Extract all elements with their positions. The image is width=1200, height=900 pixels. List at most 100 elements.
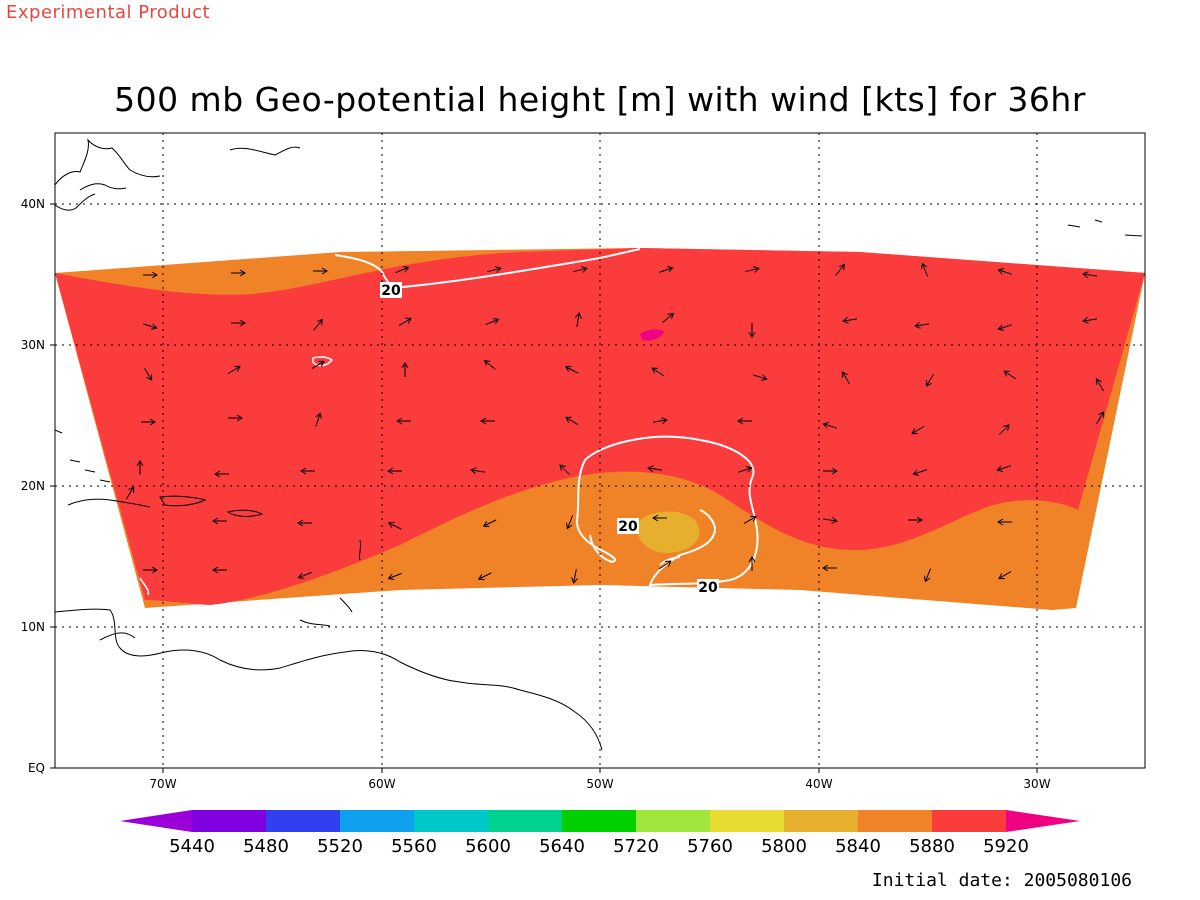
wind-arrow — [911, 425, 925, 435]
wind-arrow — [842, 316, 857, 324]
height-fill-5800 — [637, 511, 700, 553]
colorbar-swatch — [932, 810, 1006, 832]
colorbar-left-arrow — [120, 810, 192, 832]
wind-arrow — [997, 268, 1012, 275]
wind-arrow — [914, 321, 929, 329]
y-axis-labels: EQ 10N 20N 30N 40N — [21, 197, 55, 775]
wind-arrow — [1003, 370, 1017, 380]
wind-vectors — [125, 262, 1105, 584]
height-fill-5880 — [55, 248, 1145, 605]
x-tick-label: 40W — [805, 777, 832, 791]
wind-arrow — [743, 515, 757, 525]
wind-arrow — [738, 466, 753, 473]
colorbar-swatch — [488, 810, 562, 832]
wind-arrow — [920, 262, 929, 277]
wind-arrow — [823, 467, 838, 475]
wind-arrow — [228, 414, 243, 422]
wind-arrow — [923, 568, 932, 583]
x-tick-label: 30W — [1023, 777, 1050, 791]
y-tick-label: 30N — [21, 338, 45, 352]
colorbar-swatch — [636, 810, 710, 832]
wind-arrow — [998, 570, 1012, 580]
wind-arrow — [480, 417, 495, 425]
colorbar: 5440 5480 5520 5560 5600 5640 5720 5760 5800 5840… — [120, 810, 1080, 857]
map-title: 500 mb Geo-potential height [m] with win… — [114, 80, 1086, 119]
wind-arrow — [470, 467, 485, 475]
wind-arrow — [822, 422, 837, 429]
wind-arrow — [748, 323, 756, 338]
wind-arrow — [662, 312, 675, 323]
wind-arrow — [231, 319, 246, 327]
wind-arrow — [311, 360, 325, 370]
colorbar-label: 5840 — [835, 836, 881, 857]
wind-arrow — [651, 367, 665, 377]
wind-arrow — [313, 318, 323, 331]
wind-arrow — [401, 362, 409, 377]
wind-arrow — [1095, 378, 1105, 392]
wind-arrow — [483, 360, 496, 370]
colorbar-label: 5800 — [761, 836, 807, 857]
wind-arrow — [653, 417, 668, 425]
wind-arrow — [998, 424, 1010, 436]
wind-arrow — [925, 373, 935, 387]
isotach-label: 20 — [698, 580, 718, 596]
colorbar-swatch — [562, 810, 636, 832]
wind-arrow — [143, 566, 158, 574]
wind-arrow — [1095, 411, 1105, 425]
initial-date: Initial date: 2005080106 — [871, 870, 1132, 891]
y-tick-label: 10N — [21, 620, 45, 634]
wind-arrow — [658, 560, 672, 570]
wind-arrow — [387, 572, 402, 581]
wind-arrow — [482, 519, 497, 528]
wind-arrow — [136, 460, 144, 475]
colorbar-label: 5520 — [317, 836, 363, 857]
wind-arrow — [387, 521, 402, 530]
isotach-label: 20 — [381, 283, 401, 299]
wind-arrow — [822, 564, 837, 572]
wind-arrow — [652, 514, 667, 522]
wind-arrow — [574, 312, 582, 327]
wind-arrow — [565, 515, 574, 530]
wind-arrow — [398, 317, 412, 327]
wind-arrow — [823, 516, 838, 524]
colorbar-label: 5440 — [169, 836, 215, 857]
height-fill-5920 — [640, 329, 664, 341]
wind-arrow — [212, 517, 227, 525]
wind-arrow — [841, 371, 851, 385]
lat-lon-grid — [55, 133, 1145, 768]
y-tick-label: 40N — [21, 197, 45, 211]
wind-arrow — [227, 365, 241, 375]
colorbar-swatch — [784, 810, 858, 832]
wind-arrow — [485, 317, 500, 326]
wind-arrow — [564, 365, 579, 374]
colorbar-swatch — [340, 810, 414, 832]
wind-arrow — [912, 469, 927, 476]
colorbar-label: 5600 — [465, 836, 511, 857]
isotach-contours — [139, 248, 759, 596]
colorbar-right-arrow — [1006, 810, 1080, 832]
colorbar-label: 5560 — [391, 836, 437, 857]
wind-arrow — [647, 465, 662, 473]
wind-arrow — [125, 486, 135, 500]
wind-arrow — [753, 374, 768, 381]
coastlines — [55, 138, 1143, 751]
wind-arrow — [143, 367, 153, 381]
x-tick-label: 50W — [586, 777, 613, 791]
y-tick-label: 20N — [21, 479, 45, 493]
wind-arrow — [996, 465, 1011, 472]
wind-arrow — [141, 418, 156, 426]
wind-arrow — [143, 271, 158, 279]
y-tick-label: EQ — [28, 761, 45, 775]
wind-arrow — [297, 519, 312, 527]
wind-arrow — [573, 266, 588, 273]
wind-arrow — [565, 416, 579, 426]
colorbar-swatch — [710, 810, 784, 832]
wind-arrow — [571, 569, 578, 584]
colorbar-label: 5880 — [909, 836, 955, 857]
wind-arrow — [214, 470, 229, 478]
experimental-product-watermark: Experimental Product — [6, 2, 211, 23]
wind-arrow — [1082, 271, 1097, 279]
wind-arrow — [315, 412, 322, 427]
wind-arrow — [559, 464, 571, 476]
